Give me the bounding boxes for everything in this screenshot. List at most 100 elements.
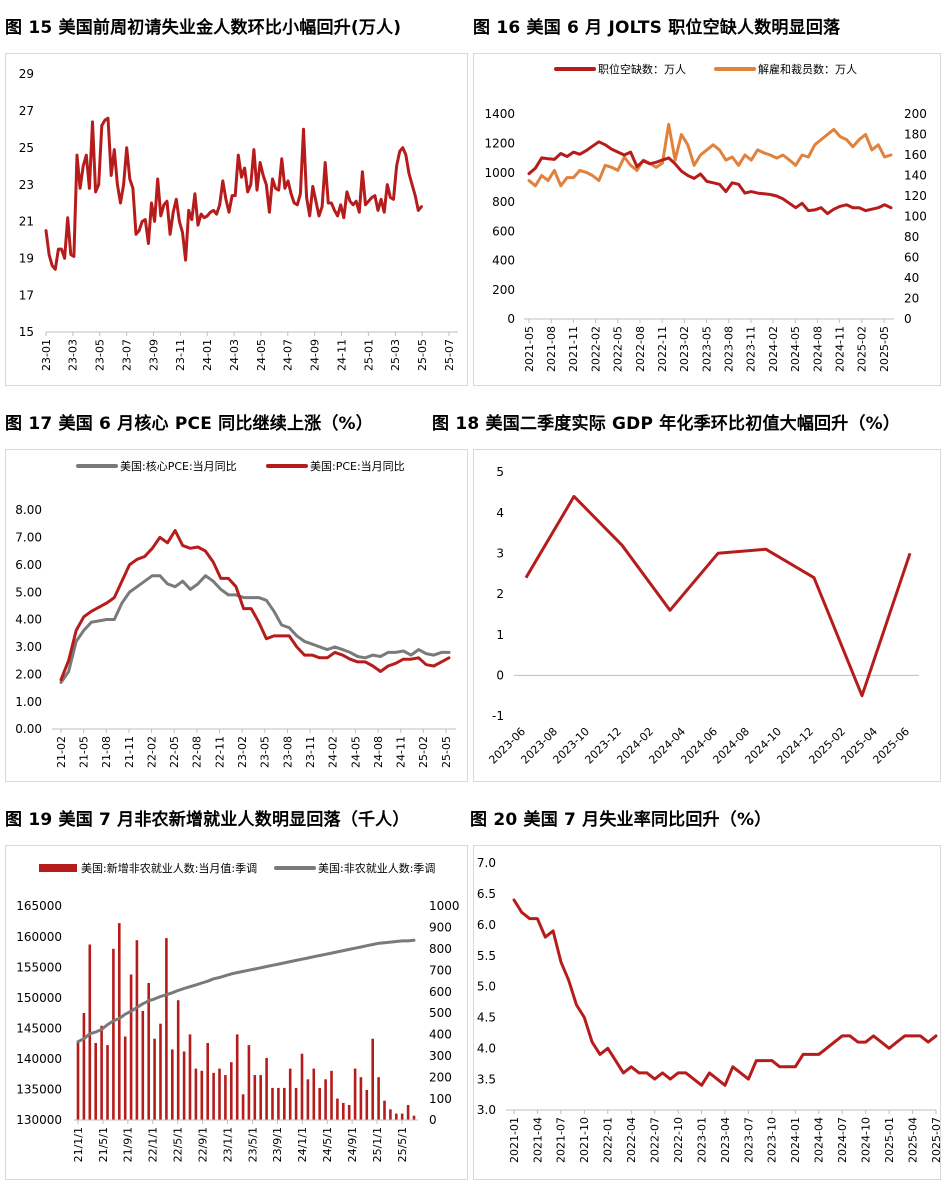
- fig16-right-ytick-9: 180: [904, 128, 927, 142]
- fig16-xtick-11: 2024-02: [767, 326, 780, 372]
- fig19-xtick-0: 21/1/1: [72, 1127, 85, 1162]
- fig20-xtick-2: 2021-07: [555, 1117, 568, 1163]
- fig16-left-ytick-5: 1000: [484, 166, 515, 180]
- fig17-xtick-9: 23-05: [259, 736, 272, 768]
- fig17-legend-core-pce-label: 美国:核心PCE:当月同比: [120, 459, 237, 473]
- fig20-xtick-7: 2022-10: [672, 1117, 685, 1163]
- fig19-bar-49: [365, 1090, 369, 1120]
- fig20-xtick-1: 2021-04: [531, 1117, 544, 1163]
- fig19-right-ytick-9: 900: [429, 921, 452, 935]
- fig19-bar-36: [288, 1068, 292, 1120]
- fig18-ytick-1: 0: [496, 669, 504, 683]
- fig19-bar-25: [224, 1075, 227, 1120]
- fig19-bar-0: [76, 1040, 80, 1120]
- fig16-chart: 0 200 400 600 800 1000 1200 1400 0 20 40 60 80 100 120…: [484, 62, 927, 372]
- fig19-bar-8: [123, 1036, 127, 1120]
- fig17-series-core-pce: [59, 574, 451, 684]
- fig17-legend-pce-label: 美国:PCE:当月同比: [310, 459, 405, 473]
- fig15-xtick-9: 24-07: [282, 339, 295, 371]
- fig19-bar-19: [188, 1034, 192, 1120]
- fig19-xtick-1: 21/5/1: [97, 1127, 110, 1162]
- fig19-bar-6: [112, 948, 115, 1120]
- fig19-bar-50: [371, 1038, 374, 1120]
- fig16-xtick-14: 2024-11: [833, 326, 846, 372]
- fig16-right-ytick-10: 200: [904, 107, 927, 121]
- fig18-chart: -10123452023-062023-082023-102023-122024…: [486, 465, 919, 767]
- fig19-bar-56: [406, 1105, 410, 1120]
- fig19-right-ytick-8: 800: [429, 942, 452, 956]
- fig20-panel: 3.0 3.5 4.0 4.5 5.0 5.5 6.0 6.5 7.0 2021-01 2021-0…: [473, 845, 941, 1180]
- fig16-right-ytick-5: 100: [904, 210, 927, 224]
- fig16-xtick-7: 2023-02: [678, 326, 691, 372]
- fig17-ytick-1: 1.00: [15, 695, 42, 709]
- fig19-left-ytick-3: 145000: [16, 1021, 62, 1035]
- fig19-bar-27: [235, 1034, 239, 1120]
- fig19-right-ytick-7: 700: [429, 963, 452, 977]
- fig15-xtick-10: 24-09: [309, 339, 322, 371]
- fig15-series-line: [44, 116, 423, 271]
- fig17-xtick-10: 23-08: [281, 736, 294, 768]
- fig19-right-ytick-0: 0: [429, 1113, 437, 1127]
- fig15-chart: 15 17 19 21 23 25 27 29 23-01 23-03 23-05 23-07 23-0…: [19, 67, 458, 371]
- fig20-xtick-4: 2022-01: [602, 1117, 615, 1163]
- fig17-xtick-0: 21-02: [55, 736, 68, 768]
- fig17-xtick-13: 24-05: [349, 736, 362, 768]
- fig17-ytick-5: 5.00: [15, 585, 42, 599]
- fig20-xtick-17: 2025-04: [906, 1117, 919, 1163]
- fig19-bar-13: [153, 1038, 156, 1120]
- fig19-bar-28: [241, 1094, 245, 1120]
- fig15-ytick-6: 27: [19, 104, 34, 118]
- fig16-xtick-15: 2025-02: [856, 326, 869, 372]
- fig16-left-ytick-3: 600: [492, 224, 515, 238]
- fig20-xtick-8: 2023-01: [695, 1117, 708, 1163]
- fig20-series-line: [512, 898, 938, 1087]
- fig16-right-ytick-1: 20: [904, 292, 919, 306]
- fig17-ytick-8: 8.00: [15, 503, 42, 517]
- fig15-xtick-13: 25-03: [389, 339, 402, 371]
- fig20-xtick-14: 2024-07: [836, 1117, 849, 1163]
- fig19-xtick-2: 21/9/1: [122, 1127, 135, 1162]
- fig19-bar-51: [377, 1077, 380, 1120]
- fig19-bar-54: [395, 1113, 398, 1120]
- fig19-bar-16: [171, 1049, 174, 1120]
- fig20-ytick-8: 7.0: [477, 856, 496, 870]
- fig16-right-ytick-2: 40: [904, 271, 919, 285]
- fig20-xtick-0: 2021-01: [508, 1117, 521, 1163]
- fig19-right-ytick-1: 100: [429, 1092, 452, 1106]
- fig15-xtick-3: 23-07: [120, 339, 133, 371]
- fig18-series-line: [524, 494, 912, 698]
- fig16-series-layoffs: [527, 122, 893, 188]
- fig19-bar-41: [318, 1087, 321, 1120]
- fig19-right-ytick-10: 1000: [429, 899, 460, 913]
- fig16-right-ytick-7: 140: [904, 169, 927, 183]
- fig16-left-ytick-2: 400: [492, 254, 515, 268]
- fig19-bar-21: [200, 1070, 204, 1120]
- fig17-chart: 0.00 1.00 2.00 3.00 4.00 5.00 6.00 7.00 8.00 21-0…: [15, 459, 456, 768]
- fig17-ytick-2: 2.00: [15, 667, 42, 681]
- fig19-bar-42: [324, 1079, 327, 1120]
- fig19-left-ytick-4: 150000: [16, 991, 62, 1005]
- fig19-xtick-7: 23/5/1: [246, 1127, 259, 1162]
- fig15-ytick-4: 23: [19, 178, 34, 192]
- fig16-left-ytick-0: 0: [507, 312, 515, 326]
- fig16-xtick-3: 2022-02: [589, 326, 602, 372]
- fig17-xtick-16: 25-02: [417, 736, 430, 768]
- fig19-title: 图 19 美国 7 月非农新增就业人数明显回落（千人）: [5, 810, 410, 830]
- fig15-xtick-4: 23-09: [147, 339, 160, 371]
- fig17-xtick-14: 24-08: [372, 736, 385, 768]
- fig19-bar-44: [336, 1098, 339, 1120]
- fig19-bar-37: [294, 1087, 298, 1120]
- fig17-xtick-12: 24-02: [327, 736, 340, 768]
- fig20-ytick-6: 6.0: [477, 918, 496, 932]
- fig18-ytick-4: 3: [496, 547, 504, 561]
- fig19-bar-53: [389, 1109, 392, 1120]
- fig19-series-employment: [76, 938, 416, 1044]
- fig16-right-ytick-4: 80: [904, 230, 919, 244]
- fig20-xtick-11: 2023-10: [766, 1117, 779, 1163]
- fig20-xtick-6: 2022-07: [649, 1117, 662, 1163]
- fig16-right-ytick-3: 60: [904, 251, 919, 265]
- fig20-ytick-5: 5.5: [477, 949, 496, 963]
- fig19-bar-55: [400, 1113, 404, 1120]
- fig16-legend-openings-label: 职位空缺数：万人: [598, 62, 686, 76]
- fig19-bar-5: [106, 1045, 109, 1120]
